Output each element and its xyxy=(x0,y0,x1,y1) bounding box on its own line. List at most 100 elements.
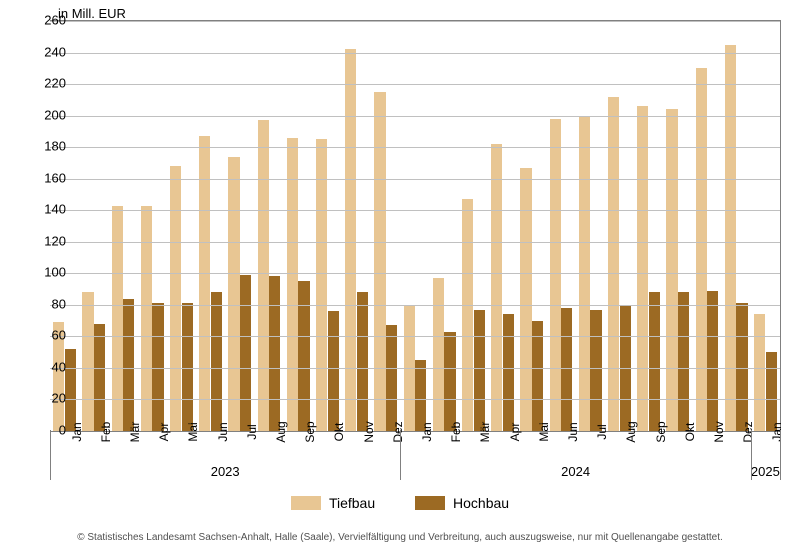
bar-hochbau xyxy=(590,310,601,431)
footnote: © Statistisches Landesamt Sachsen-Anhalt… xyxy=(0,532,800,543)
y-tick-label: 140 xyxy=(26,202,66,217)
bar-hochbau xyxy=(211,292,222,431)
x-tick-label: Okt xyxy=(683,423,697,442)
gridline xyxy=(50,399,780,400)
bar-tiefbau xyxy=(287,138,298,431)
gridline xyxy=(50,242,780,243)
bar-hochbau xyxy=(678,292,689,431)
bar-hochbau xyxy=(649,292,660,431)
bar-tiefbau xyxy=(258,120,269,431)
bar-hochbau xyxy=(503,314,514,431)
legend-label-tiefbau: Tiefbau xyxy=(329,495,375,511)
bar-hochbau xyxy=(240,275,251,431)
x-tick-label: Jun xyxy=(216,422,230,441)
x-tick-label: Jul xyxy=(595,424,609,439)
bar-tiefbau xyxy=(491,144,502,431)
x-tick-label: Dez xyxy=(741,421,755,442)
y-tick-label: 220 xyxy=(26,76,66,91)
x-tick-label: Sep xyxy=(303,421,317,442)
x-tick-label: Aug xyxy=(274,421,288,442)
bar-hochbau xyxy=(707,291,718,431)
bar-hochbau xyxy=(444,332,455,431)
legend-item-hochbau: Hochbau xyxy=(415,495,509,511)
x-tick-label: Apr xyxy=(157,423,171,442)
gridline xyxy=(50,210,780,211)
x-tick-label: Apr xyxy=(508,423,522,442)
bar-hochbau xyxy=(386,325,397,431)
x-tick-label: Jun xyxy=(566,422,580,441)
x-tick-label: Sep xyxy=(654,421,668,442)
x-tick-label: Jul xyxy=(245,424,259,439)
y-tick-label: 240 xyxy=(26,44,66,59)
y-tick-label: 20 xyxy=(26,391,66,406)
gridline xyxy=(50,53,780,54)
bar-tiefbau xyxy=(725,45,736,431)
bar-hochbau xyxy=(123,299,134,431)
plot-area xyxy=(50,20,781,431)
x-tick-label: Mai xyxy=(186,422,200,441)
gridline xyxy=(50,147,780,148)
y-tick-label: 80 xyxy=(26,296,66,311)
gridline xyxy=(50,84,780,85)
bar-tiefbau xyxy=(374,92,385,431)
bar-tiefbau xyxy=(433,278,444,431)
x-tick-label: Jan xyxy=(420,422,434,441)
bar-tiefbau xyxy=(170,166,181,431)
bar-tiefbau xyxy=(696,68,707,431)
x-tick-label: Mär xyxy=(478,422,492,443)
legend: Tiefbau Hochbau xyxy=(0,495,800,513)
bar-tiefbau xyxy=(228,157,239,431)
y-tick-label: 120 xyxy=(26,233,66,248)
bar-tiefbau xyxy=(550,119,561,431)
swatch-hochbau xyxy=(415,496,445,510)
y-tick-label: 160 xyxy=(26,170,66,185)
x-tick-label: Feb xyxy=(449,422,463,443)
year-separator xyxy=(400,430,401,480)
bar-tiefbau xyxy=(637,106,648,431)
year-separator xyxy=(751,430,752,480)
bar-hochbau xyxy=(474,310,485,431)
y-tick-label: 60 xyxy=(26,328,66,343)
bars-layer xyxy=(50,21,780,431)
gridline xyxy=(50,273,780,274)
bar-hochbau xyxy=(357,292,368,431)
bar-hochbau xyxy=(415,360,426,431)
year-separator xyxy=(780,430,781,480)
bar-tiefbau xyxy=(316,139,327,431)
year-separator xyxy=(50,430,51,480)
x-tick-label: Nov xyxy=(362,421,376,442)
bar-hochbau xyxy=(561,308,572,431)
x-tick-label: Jan xyxy=(70,422,84,441)
bar-tiefbau xyxy=(520,168,531,431)
legend-item-tiefbau: Tiefbau xyxy=(291,495,375,511)
bar-hochbau xyxy=(298,281,309,431)
bar-tiefbau xyxy=(112,206,123,432)
x-tick-label: Jan xyxy=(770,422,784,441)
swatch-tiefbau xyxy=(291,496,321,510)
x-tick-label: Dez xyxy=(391,421,405,442)
y-tick-label: 260 xyxy=(26,13,66,28)
year-label: 2025 xyxy=(751,464,780,479)
x-tick-label: Nov xyxy=(712,421,726,442)
bar-tiefbau xyxy=(462,199,473,431)
bar-tiefbau xyxy=(141,206,152,432)
gridline xyxy=(50,368,780,369)
gridline xyxy=(50,179,780,180)
bar-tiefbau xyxy=(345,49,356,431)
bar-hochbau xyxy=(65,349,76,431)
x-tick-label: Okt xyxy=(332,423,346,442)
y-tick-label: 200 xyxy=(26,107,66,122)
x-tick-label: Feb xyxy=(99,422,113,443)
bar-hochbau xyxy=(328,311,339,431)
bar-hochbau xyxy=(269,276,280,431)
gridline xyxy=(50,305,780,306)
bar-hochbau xyxy=(94,324,105,431)
y-axis-title: in Mill. EUR xyxy=(58,6,126,21)
bar-hochbau xyxy=(766,352,777,431)
year-label: 2023 xyxy=(211,464,240,479)
x-tick-label: Aug xyxy=(624,421,638,442)
y-tick-label: 40 xyxy=(26,359,66,374)
y-tick-label: 100 xyxy=(26,265,66,280)
x-tick-label: Mai xyxy=(537,422,551,441)
gridline xyxy=(50,21,780,22)
